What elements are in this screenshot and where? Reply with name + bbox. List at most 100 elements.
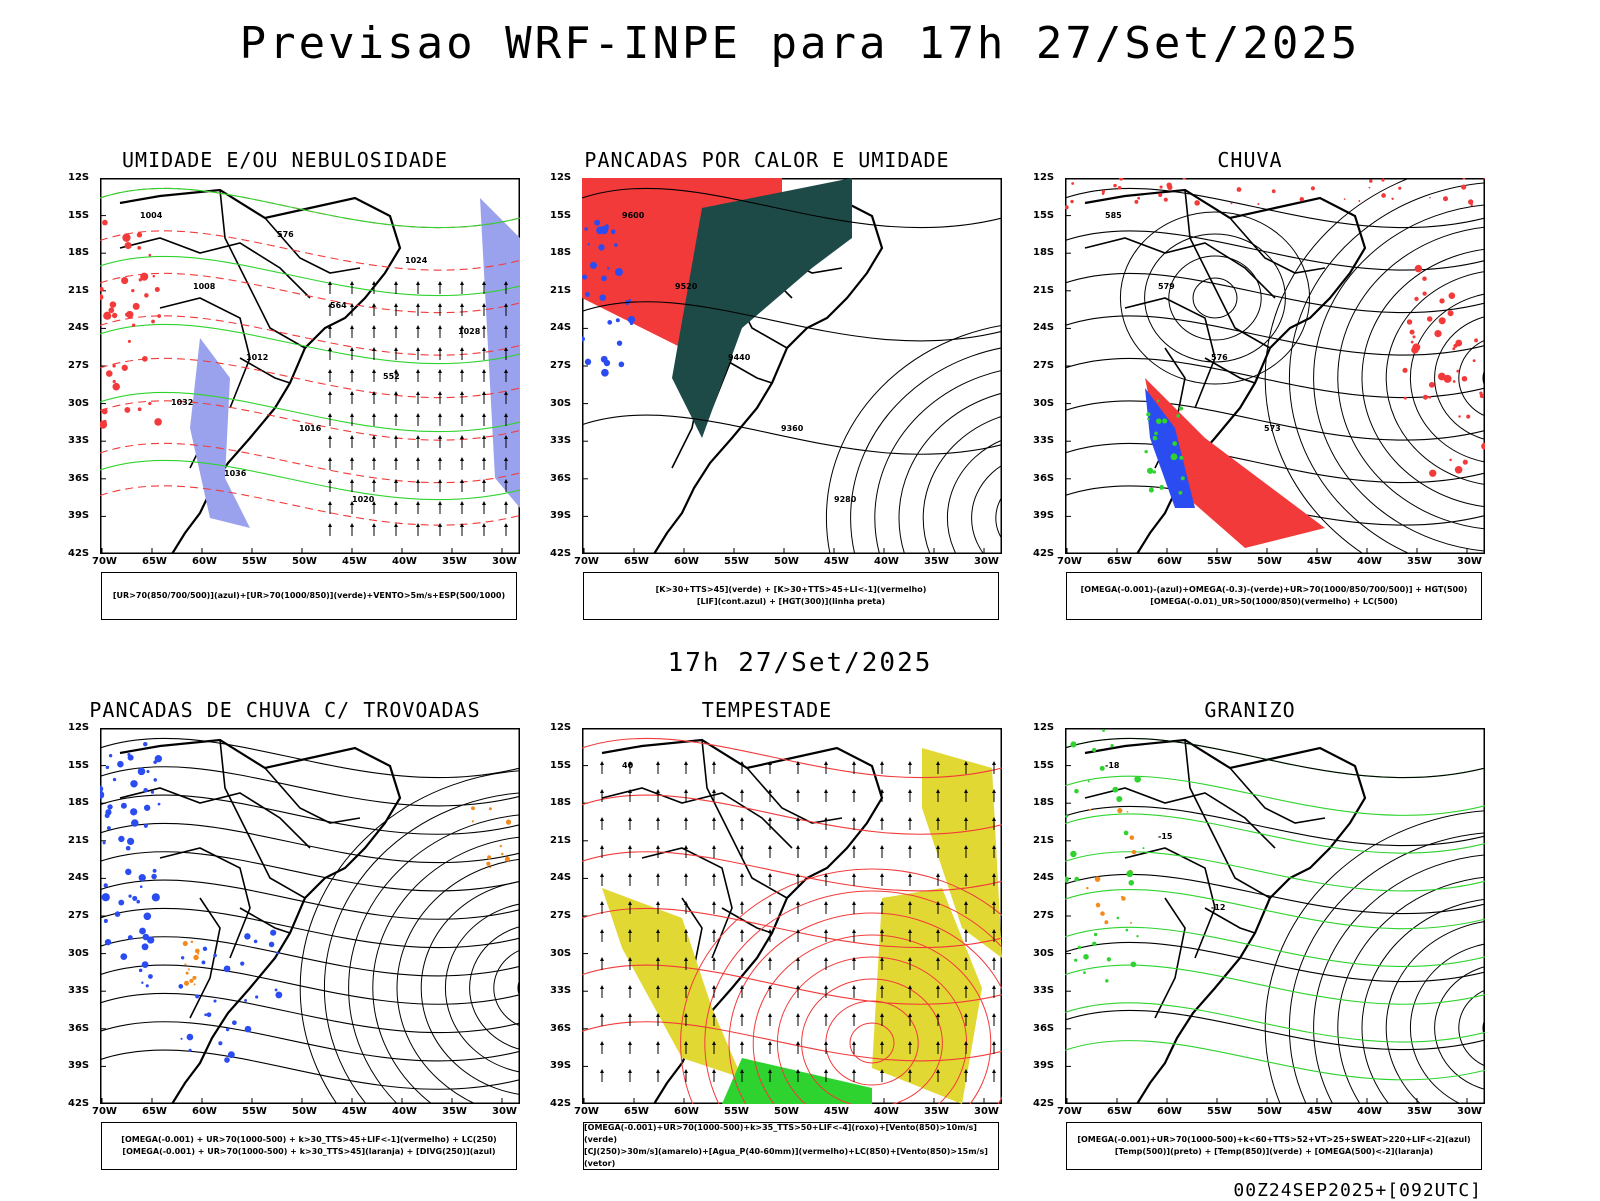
wind850-region [722, 1058, 872, 1104]
lat-label: 39S [1033, 1060, 1055, 1072]
field-patch [112, 777, 117, 782]
wind-arrowhead [394, 479, 398, 483]
state-border [1229, 217, 1326, 274]
streamline [1458, 989, 1485, 1067]
field-patch [141, 961, 149, 968]
field-patch [1104, 920, 1109, 925]
lat-label: 24S [1033, 872, 1055, 884]
field-patch [144, 293, 149, 298]
lat-label: 18S [1033, 247, 1055, 259]
state-border [1124, 297, 1216, 409]
contour-line [100, 964, 520, 1005]
contour-line [100, 1049, 520, 1090]
lon-label: 70W [92, 556, 117, 567]
lat-label: 42S [1033, 1098, 1055, 1109]
contour-line [100, 737, 520, 779]
map-trovoadas [100, 728, 520, 1104]
wind-arrowhead [628, 901, 632, 905]
lat-label: 30S [1033, 397, 1055, 409]
wind-arrowhead [992, 1041, 996, 1045]
wind-arrowhead [628, 1013, 632, 1017]
field-patch [121, 277, 129, 285]
lat-label: 15S [550, 759, 572, 771]
wind-arrowhead [796, 929, 800, 933]
wind-arrowhead [908, 761, 912, 765]
field-patch [1099, 765, 1105, 771]
contour-line [100, 391, 520, 433]
contour-label: 40 [622, 761, 634, 770]
field-patch [1236, 187, 1242, 192]
wind-arrowhead [852, 901, 856, 905]
wind-arrowhead [684, 929, 688, 933]
lat-label: 21S [68, 284, 90, 296]
state-border [1204, 907, 1256, 934]
contour-label: 585 [1105, 211, 1122, 220]
lat-label: 27S [68, 360, 90, 371]
field-patch [585, 292, 590, 297]
wind-arrowhead [350, 457, 354, 461]
wind-arrowhead [768, 1013, 772, 1017]
wind-arrowhead [852, 1013, 856, 1017]
wind-arrowhead [908, 901, 912, 905]
lon-label: 40W [1357, 556, 1382, 567]
coastline [1084, 738, 1367, 1104]
streamline [922, 415, 1002, 554]
legend-line-2: [LIF](cont.azul) + [HGT(300)](linha pret… [696, 597, 886, 606]
field-patch [598, 244, 605, 251]
wind-arrowhead [482, 281, 486, 285]
wind-arrowhead [504, 347, 508, 351]
panel-legend: [OMEGA(-0.001)-(azul)+OMEGA(-0.3)-(verde… [1066, 572, 1482, 620]
lat-label: 12S [550, 722, 572, 733]
wind-arrowhead [328, 347, 332, 351]
wind-arrowhead [712, 985, 716, 989]
wind-arrowhead [438, 501, 442, 505]
wind-arrowhead [482, 347, 486, 351]
wind-arrowhead [394, 325, 398, 329]
lat-label: 24S [68, 872, 90, 884]
run-stamp: 00Z24SEP2025+[092UTC] [1233, 1180, 1482, 1201]
wind-arrowhead [394, 457, 398, 461]
lon-label: 30W [492, 556, 517, 567]
panel-title: TEMPESTADE [701, 698, 833, 722]
wind-arrowhead [684, 761, 688, 765]
lon-label: 35W [1407, 556, 1432, 567]
contour-line [100, 187, 520, 229]
field-patch [1167, 184, 1173, 190]
lon-label: 65W [624, 556, 649, 567]
field-patch [109, 301, 117, 308]
wind-arrowhead [460, 281, 464, 285]
field-patch [118, 899, 125, 906]
wind-arrowhead [992, 761, 996, 765]
map-frame [1065, 728, 1485, 1104]
lat-label: 33S [68, 985, 90, 997]
wind-arrowhead [372, 479, 376, 483]
wind-arrowhead [460, 523, 464, 527]
field-patch [154, 418, 162, 426]
wind-arrowhead [992, 929, 996, 933]
field-patch [589, 261, 598, 269]
contour-line [100, 323, 520, 365]
streamline [1409, 293, 1485, 463]
wind-arrowhead [394, 413, 398, 417]
field-patch [614, 243, 618, 247]
field-patch [274, 988, 278, 992]
wind-arrowhead [880, 873, 884, 877]
wind-arrowhead [768, 957, 772, 961]
field-patch [1448, 292, 1456, 300]
field-patch [112, 379, 116, 384]
field-patch [1410, 340, 1414, 344]
lat-label: 30S [1033, 947, 1055, 959]
wind-arrowhead [372, 523, 376, 527]
wind-arrowhead [460, 369, 464, 373]
wind-arrowhead [504, 281, 508, 285]
field-patch [227, 1051, 235, 1059]
lat-label: 36S [550, 472, 572, 484]
lon-label: 45W [342, 1106, 367, 1117]
field-patch [1152, 470, 1157, 474]
field-patch [1455, 339, 1463, 347]
wind-arrowhead [796, 901, 800, 905]
field-patch [108, 753, 113, 758]
lat-label: 42S [1033, 548, 1055, 559]
wind-arrowhead [328, 413, 332, 417]
field-patch [105, 765, 110, 770]
